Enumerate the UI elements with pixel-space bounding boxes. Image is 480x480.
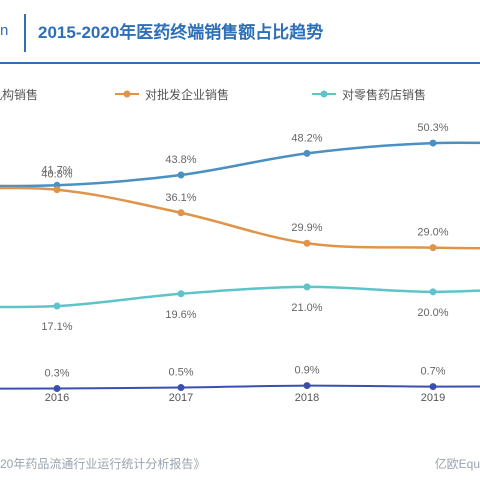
series-line	[0, 141, 480, 188]
data-point	[429, 288, 437, 296]
header-rule	[0, 62, 480, 64]
legend-label: 对批发企业销售	[145, 87, 229, 102]
data-point	[177, 209, 185, 217]
footer-source: 20年药品流通行业运行统计分析报告》	[0, 457, 206, 471]
data-label: 21.0%	[291, 302, 322, 314]
line-chart: 机构销售对批发企业销售对零售药店销售201620172018201941.7%4…	[0, 87, 480, 404]
data-label: 48.2%	[291, 132, 322, 144]
data-point	[303, 239, 311, 247]
data-label: 0.3%	[44, 368, 69, 380]
data-label: 43.8%	[165, 154, 196, 166]
legend-label: 机构销售	[0, 87, 38, 102]
x-tick-label: 2019	[421, 392, 445, 404]
data-label: 20.0%	[417, 307, 448, 319]
data-label: 29.0%	[417, 227, 448, 239]
data-label: 40.8%	[41, 169, 72, 181]
data-point	[429, 244, 437, 252]
data-point	[429, 139, 437, 147]
x-tick-label: 2016	[45, 392, 69, 404]
data-label: 50.3%	[417, 122, 448, 134]
data-label: 17.1%	[41, 321, 72, 333]
header-divider	[24, 14, 26, 52]
data-label: 0.7%	[420, 366, 445, 378]
data-label: 41.7%	[41, 164, 72, 176]
legend-label: 对零售药店销售	[342, 87, 426, 102]
data-label: 19.6%	[165, 309, 196, 321]
series-line	[0, 186, 480, 250]
x-tick-label: 2018	[295, 392, 319, 404]
chart-area: 机构销售对批发企业销售对零售药店销售201620172018201941.7%4…	[0, 70, 480, 440]
legend-swatch-marker	[320, 90, 328, 98]
data-point	[303, 382, 311, 390]
legend-swatch-marker	[123, 90, 131, 98]
data-label: 0.9%	[294, 365, 319, 377]
data-point	[303, 283, 311, 291]
data-point	[53, 186, 61, 194]
series-line	[0, 285, 480, 309]
data-label: 0.5%	[168, 367, 193, 379]
x-tick-label: 2017	[169, 392, 193, 404]
data-point	[177, 384, 185, 392]
data-point	[177, 171, 185, 179]
series-line	[0, 384, 480, 390]
data-label: 29.9%	[291, 222, 322, 234]
data-point	[303, 149, 311, 157]
data-point	[177, 290, 185, 298]
brand-logo-fragment: n	[0, 22, 9, 39]
footer-brand: 亿欧Equ	[434, 457, 480, 471]
page-title: 2015-2020年医药终端销售额占比趋势	[38, 23, 324, 42]
data-point	[53, 385, 61, 393]
data-label: 36.1%	[165, 192, 196, 204]
data-point	[53, 302, 61, 310]
data-point	[429, 383, 437, 391]
page-header: n 2015-2020年医药终端销售额占比趋势	[0, 0, 480, 64]
